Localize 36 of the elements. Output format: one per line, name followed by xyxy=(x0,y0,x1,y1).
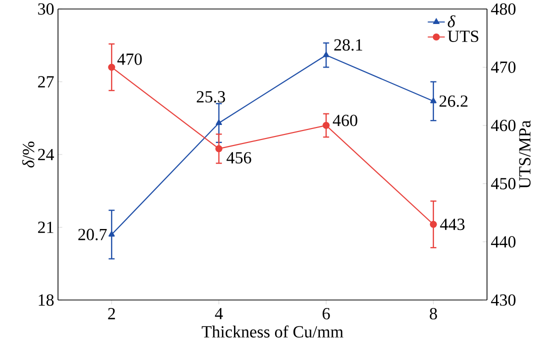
x-tick-label: 6 xyxy=(322,308,330,320)
data-label: 443 xyxy=(440,218,465,230)
y2-tick-label: 480 xyxy=(491,3,516,15)
y-axis-title: δ/% xyxy=(22,142,34,168)
y2-tick-label: 450 xyxy=(491,178,516,190)
x-axis-title: Thickness of Cu/mm xyxy=(202,325,344,338)
data-label: 456 xyxy=(226,152,252,164)
legend-label: δ xyxy=(448,15,456,28)
y2-tick-label: 460 xyxy=(491,120,516,132)
data-label: 470 xyxy=(117,54,142,65)
data-label: 460 xyxy=(332,114,358,126)
point xyxy=(108,231,115,237)
y2-tick-label: 440 xyxy=(491,236,516,248)
data-label: 26.2 xyxy=(440,95,468,107)
data-label: 25.3 xyxy=(196,91,226,103)
x-tick-label: 8 xyxy=(430,308,437,320)
x-tick-label: 2 xyxy=(108,308,115,320)
y-tick-label: 27 xyxy=(38,76,54,88)
point xyxy=(322,122,330,129)
point xyxy=(215,145,222,152)
point xyxy=(322,52,330,58)
y2-tick-label: 470 xyxy=(491,62,516,73)
y-tick-label: 24 xyxy=(38,148,54,160)
point xyxy=(108,64,116,71)
data-label: 20.7 xyxy=(78,228,107,240)
point xyxy=(430,220,437,228)
y-tick-label: 30 xyxy=(38,3,54,15)
y2-axis-title: UTS/MPa xyxy=(519,120,531,189)
x-tick-label: 4 xyxy=(214,308,223,320)
y2-tick-label: 430 xyxy=(491,294,516,306)
data-label: 28.1 xyxy=(334,39,362,51)
point xyxy=(430,98,437,104)
y-tick-label: 21 xyxy=(38,222,54,233)
y-tick-label: 18 xyxy=(38,294,54,306)
legend-label: UTS xyxy=(448,30,478,42)
point xyxy=(216,119,222,126)
